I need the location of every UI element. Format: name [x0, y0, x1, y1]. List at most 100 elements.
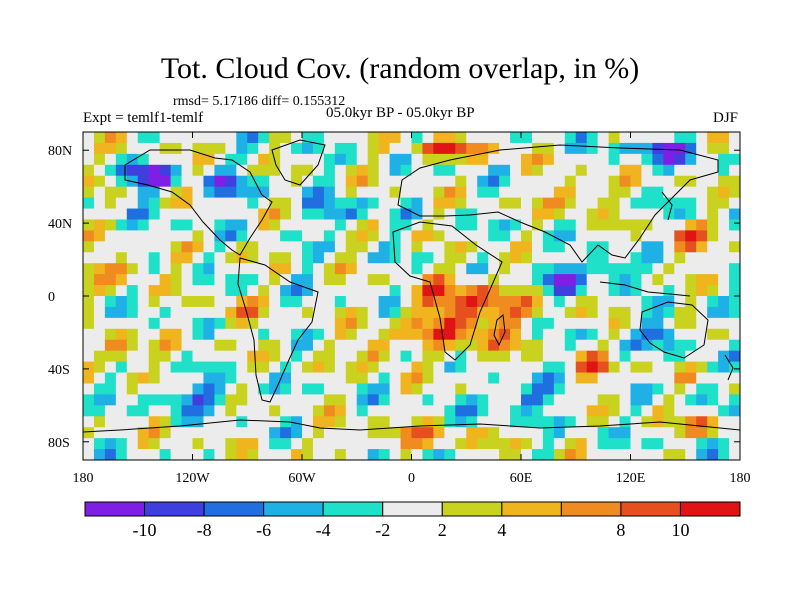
field-cell: [444, 328, 456, 341]
field-cell: [433, 186, 445, 198]
field-cell: [192, 142, 204, 155]
field-cell: [542, 164, 555, 177]
field-cell: [115, 164, 128, 177]
field-cell: [433, 350, 445, 362]
field-cell: [652, 230, 664, 242]
coastline-africa: [392, 221, 503, 361]
field-cell: [685, 132, 697, 144]
field-cell: [170, 208, 182, 220]
field-cell: [280, 142, 292, 155]
field-cell: [499, 296, 511, 308]
field-cell: [707, 383, 719, 395]
field-cell: [225, 296, 237, 308]
field-cell: [291, 164, 303, 177]
field-cell: [192, 132, 204, 144]
field-cell: [181, 427, 193, 439]
field-cell: [597, 263, 609, 275]
field-cell: [170, 405, 182, 417]
field-cell: [225, 175, 237, 188]
field-cell: [477, 361, 489, 373]
field-cell: [608, 241, 620, 253]
field-cell: [641, 306, 653, 319]
field-cell: [674, 405, 686, 417]
field-cell: [137, 394, 150, 406]
field-cell: [652, 208, 664, 220]
field-cell: [225, 361, 237, 373]
field-cell: [718, 438, 730, 450]
field-cell: [542, 449, 555, 460]
field-cell: [312, 339, 325, 352]
anomaly-field: [83, 132, 740, 460]
field-cell: [159, 285, 171, 297]
field-cell: [214, 263, 226, 275]
field-cell: [115, 186, 128, 198]
field-cell: [729, 208, 740, 220]
field-cell: [389, 263, 401, 275]
field-cell: [521, 317, 533, 330]
field-cell: [345, 208, 358, 220]
field-cell: [170, 230, 182, 242]
field-cell: [718, 350, 730, 362]
field-cell: [608, 416, 620, 428]
field-cell: [488, 339, 500, 352]
field-cell: [466, 317, 478, 330]
field-cell: [302, 142, 314, 155]
field-cell: [674, 394, 686, 406]
field-cell: [718, 230, 730, 242]
field-cell: [510, 328, 522, 341]
field-cell: [696, 328, 708, 341]
field-cell: [400, 175, 412, 188]
coastline-australia: [639, 301, 709, 359]
field-cell: [137, 274, 150, 286]
field-cell: [455, 383, 467, 395]
field-cell: [148, 164, 161, 177]
field-cell: [488, 350, 500, 362]
field-cell: [236, 153, 248, 166]
field-cell: [302, 230, 314, 242]
field-cell: [356, 274, 369, 286]
field-cell: [83, 208, 95, 220]
field-cell: [378, 263, 390, 275]
field-cell: [159, 241, 171, 253]
field-cell: [553, 263, 566, 275]
field-cell: [323, 372, 336, 384]
field-cell: [542, 296, 555, 308]
field-cell: [444, 241, 456, 253]
field-cell: [696, 274, 708, 286]
field-cell: [378, 416, 390, 428]
field-cell: [531, 372, 544, 384]
field-cell: [630, 361, 642, 373]
field-cell: [214, 175, 226, 188]
field-cell: [718, 449, 730, 460]
field-cell: [575, 263, 588, 275]
field-cell: [564, 438, 577, 450]
field-cell: [356, 252, 369, 264]
field-cell: [674, 274, 686, 286]
field-cell: [510, 427, 522, 439]
field-cell: [378, 208, 390, 220]
field-cell: [334, 449, 347, 460]
field-cell: [499, 132, 511, 144]
field-cell: [137, 219, 150, 231]
field-cell: [115, 208, 128, 220]
field-cell: [367, 263, 380, 275]
field-cell: [553, 197, 566, 209]
field-cell: [400, 350, 412, 362]
field-cell: [630, 274, 642, 286]
field-cell: [542, 219, 555, 231]
field-cell: [378, 219, 390, 231]
field-cell: [652, 394, 664, 406]
field-cell: [586, 186, 599, 198]
field-cell: [586, 339, 599, 352]
field-cell: [564, 405, 577, 417]
field-cell: [531, 296, 544, 308]
field-cell: [159, 306, 171, 319]
field-cell: [378, 197, 390, 209]
colorbar-label: -10: [133, 520, 157, 540]
field-cell: [477, 175, 489, 188]
field-cell: [674, 208, 686, 220]
field-cell: [302, 427, 314, 439]
field-cell: [696, 252, 708, 264]
field-cell: [291, 175, 303, 188]
